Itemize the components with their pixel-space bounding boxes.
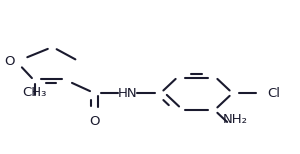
Text: O: O <box>89 115 100 128</box>
Text: O: O <box>4 55 15 68</box>
Text: HN: HN <box>118 87 137 100</box>
Text: NH₂: NH₂ <box>223 113 248 126</box>
Text: Cl: Cl <box>267 87 280 100</box>
Text: CH₃: CH₃ <box>22 86 47 99</box>
